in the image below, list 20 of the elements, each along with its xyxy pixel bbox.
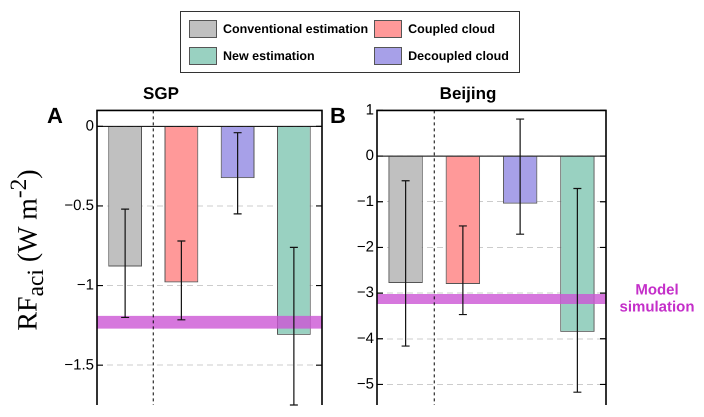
y-tick-label: −4 — [356, 330, 374, 347]
legend-label: Decoupled cloud — [408, 48, 509, 62]
y-tick-label: −1 — [356, 192, 374, 210]
text: A — [47, 103, 63, 129]
y-tick-label: 0 — [366, 147, 374, 164]
y-tick-label: 1 — [366, 102, 374, 119]
y-tick-label: −2 — [356, 238, 374, 256]
y-tick-label: 0 — [86, 117, 94, 134]
y-tick-label: −1.5 — [64, 356, 94, 374]
legend-label: Coupled cloud — [408, 22, 495, 36]
y-tick-label: −1 — [76, 276, 94, 294]
legend-label: New estimation — [223, 48, 315, 62]
chart-title: Beijing — [440, 84, 496, 103]
y-tick-label: −0.5 — [64, 197, 94, 214]
y-tick-label: −5 — [356, 376, 374, 393]
text: Model simulation — [619, 282, 695, 316]
legend-label: Conventional estimation — [223, 22, 368, 36]
text: B — [330, 103, 346, 129]
y-tick-label: −3 — [356, 284, 374, 302]
chart-title: SGP — [143, 84, 179, 103]
